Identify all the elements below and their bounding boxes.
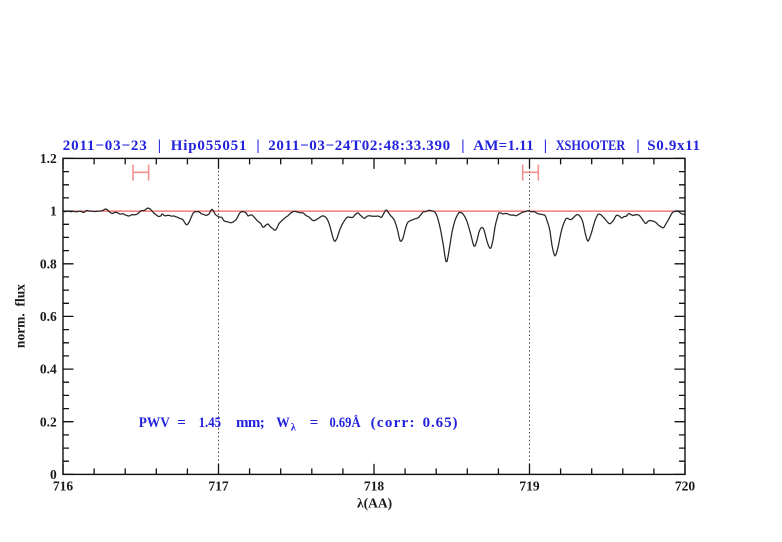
svg-text:0.8: 0.8 <box>40 256 57 271</box>
svg-text:719: 719 <box>519 479 540 494</box>
svg-text:718: 718 <box>364 479 385 494</box>
svg-text:λ(AA): λ(AA) <box>357 496 392 511</box>
svg-text:norm. flux: norm. flux <box>13 284 28 348</box>
svg-text:0: 0 <box>50 467 57 482</box>
svg-text:0.4: 0.4 <box>40 362 57 377</box>
svg-text:1.2: 1.2 <box>40 151 57 166</box>
svg-text:0.6: 0.6 <box>40 309 57 324</box>
svg-text:0.2: 0.2 <box>40 414 57 429</box>
svg-text:716: 716 <box>53 479 74 494</box>
svg-text:717: 717 <box>208 479 229 494</box>
svg-text:2011−03−23|Hip055051|2011−03−2: 2011−03−23 | Hip055051 | 2011−03−24T02:48:33… <box>63 138 700 154</box>
svg-text:720: 720 <box>675 479 696 494</box>
svg-text:1: 1 <box>50 204 57 219</box>
